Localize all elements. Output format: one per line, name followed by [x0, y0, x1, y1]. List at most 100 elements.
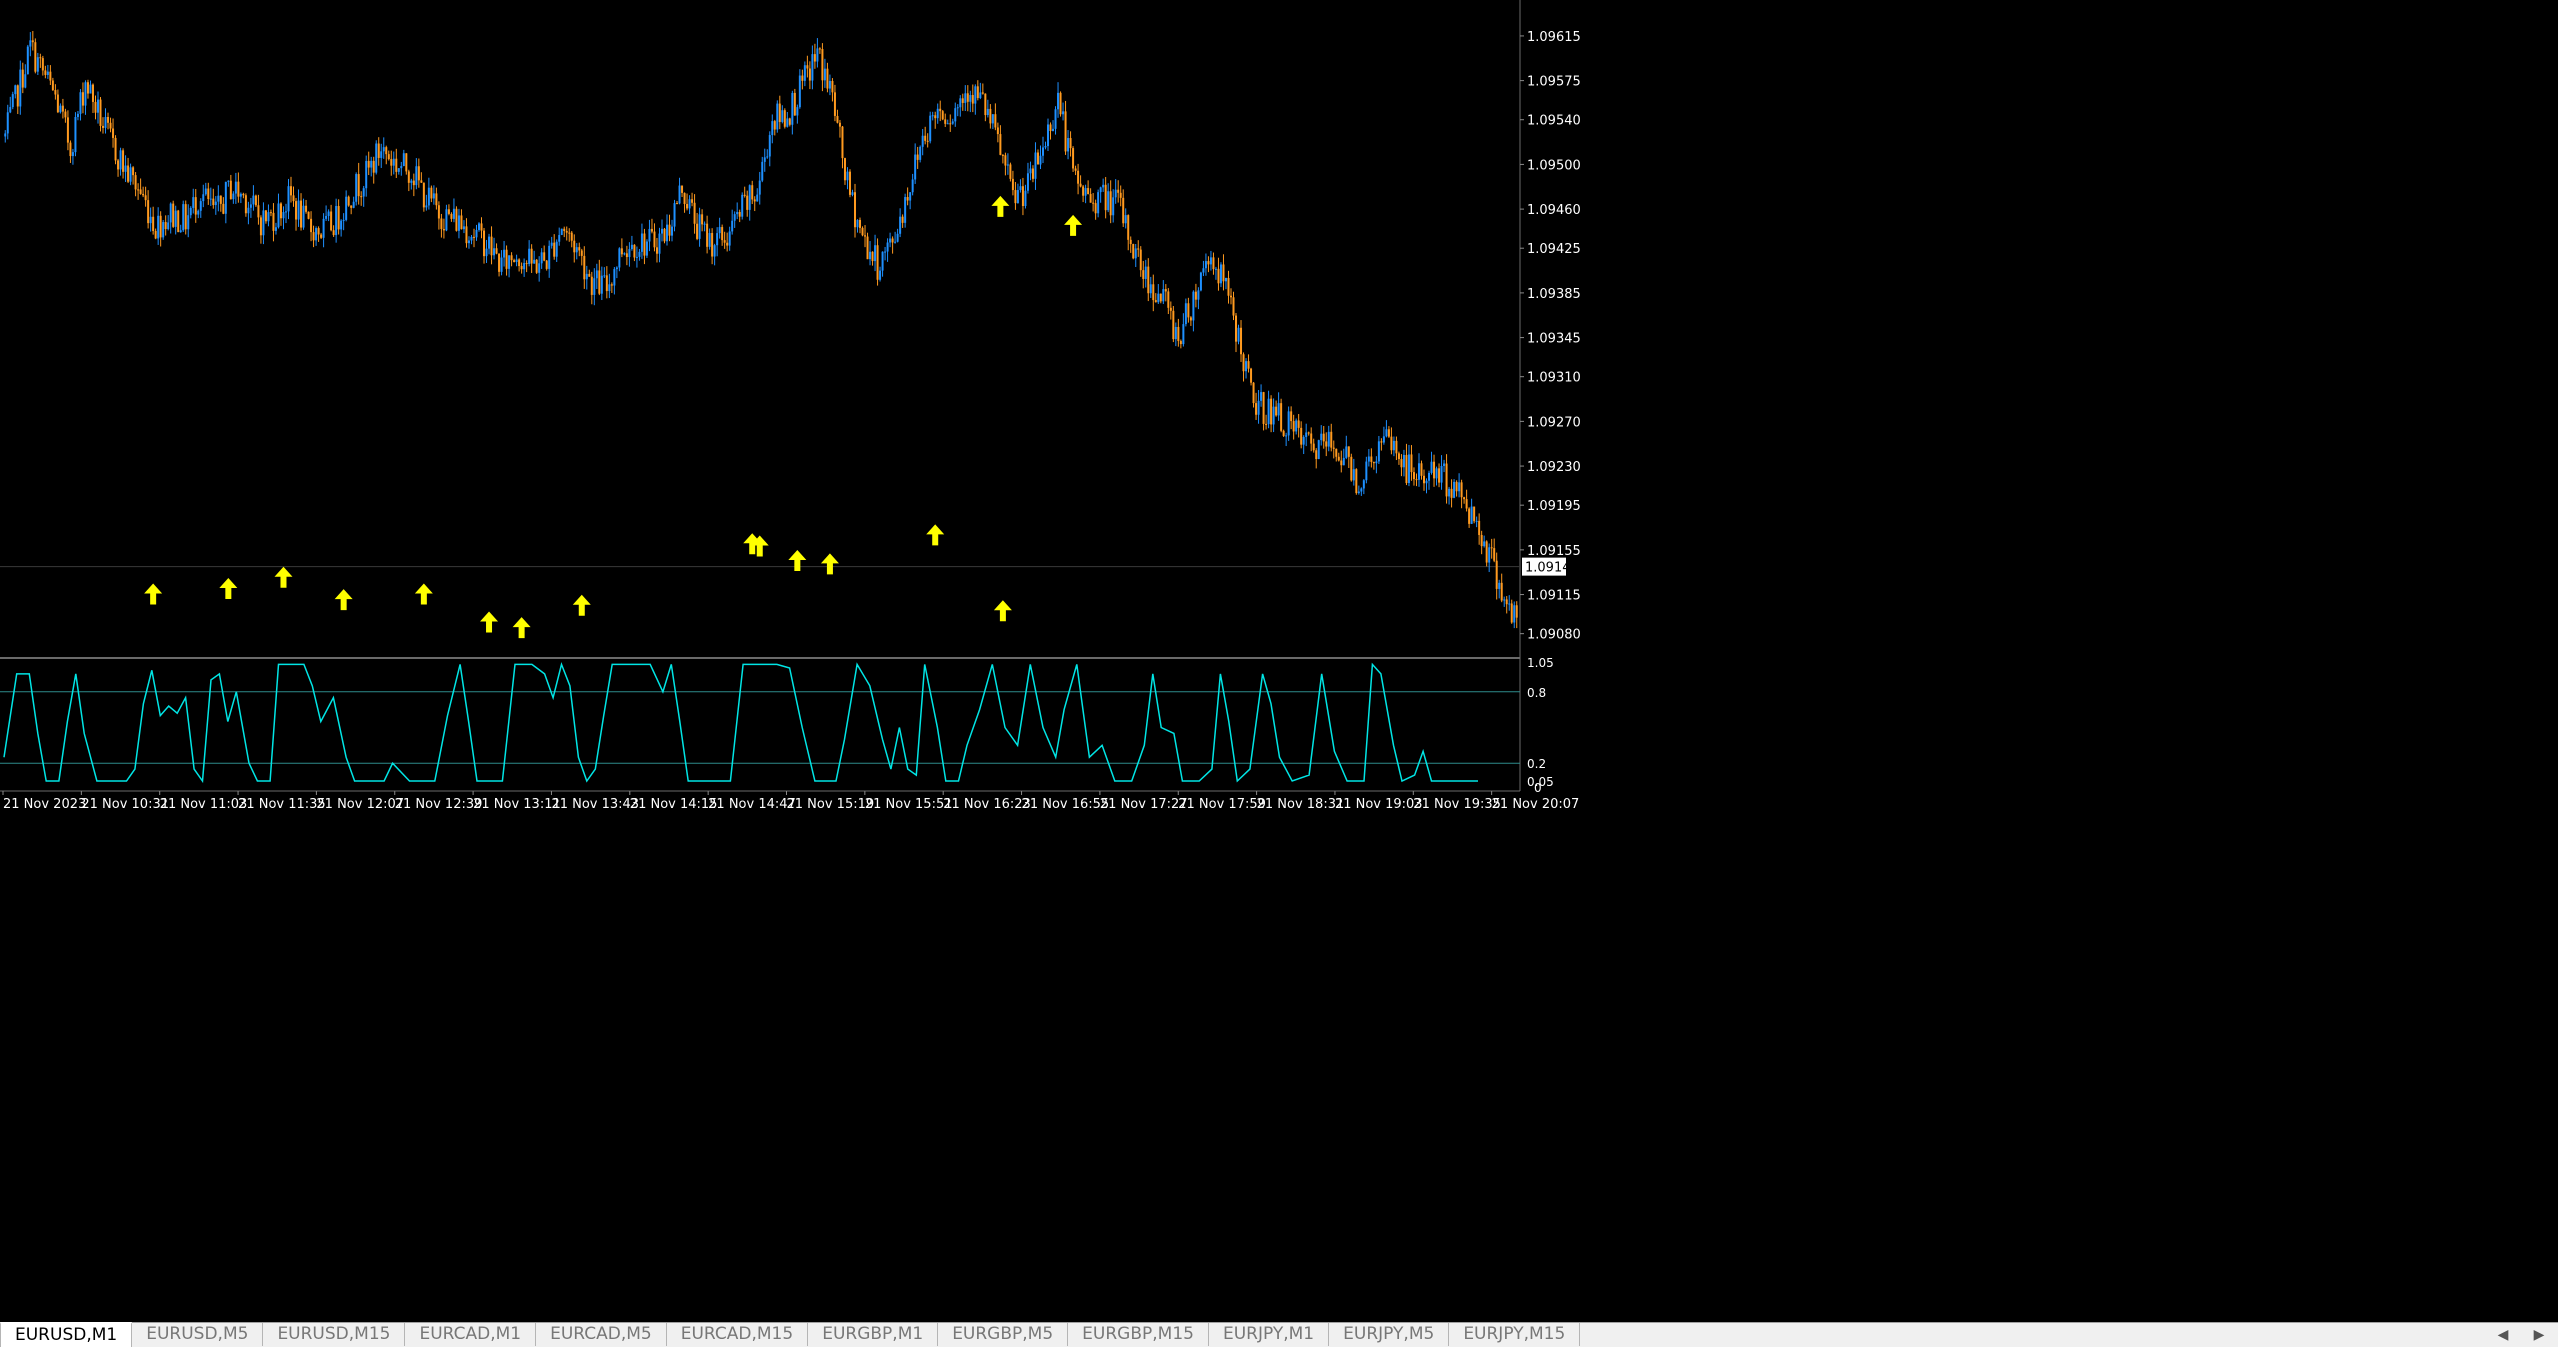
- candle: [580, 248, 583, 266]
- candle-body: [417, 166, 420, 181]
- candle-body: [1149, 284, 1152, 294]
- candle-body: [1350, 456, 1353, 481]
- candle: [553, 234, 556, 260]
- candle: [327, 209, 330, 222]
- candle-body: [1164, 289, 1167, 292]
- candle-body: [330, 211, 333, 231]
- candle: [1320, 425, 1323, 446]
- candle-body: [1488, 547, 1491, 563]
- tab-eurgbp-m5[interactable]: EURGBP,M5: [938, 1323, 1069, 1346]
- candle: [290, 176, 293, 203]
- tab-eurcad-m1[interactable]: EURCAD,M1: [405, 1323, 537, 1346]
- candle-body: [1252, 382, 1255, 404]
- candle: [86, 79, 89, 99]
- candle: [352, 196, 355, 209]
- candle: [320, 232, 323, 240]
- candle-body: [455, 208, 458, 231]
- candle: [831, 78, 834, 102]
- candle: [4, 130, 7, 143]
- candle: [1287, 406, 1290, 441]
- candle-body: [61, 105, 64, 112]
- candle-body: [718, 227, 721, 234]
- candle: [257, 194, 260, 225]
- candle: [279, 202, 282, 226]
- candle: [979, 82, 982, 100]
- candle: [182, 200, 185, 232]
- candle-body: [1260, 392, 1263, 401]
- candle-body: [856, 219, 859, 228]
- candle: [172, 200, 175, 228]
- candle: [1367, 449, 1370, 467]
- candle-body: [26, 46, 29, 75]
- candle-body: [332, 230, 335, 236]
- candle-body: [871, 251, 874, 262]
- tab-eurgbp-m15[interactable]: EURGBP,M15: [1068, 1323, 1209, 1346]
- up-arrow-icon: [820, 553, 839, 575]
- candle: [435, 187, 438, 210]
- candle-body: [1009, 164, 1012, 179]
- candle: [122, 148, 125, 179]
- candle-body: [144, 195, 147, 201]
- candle: [1385, 420, 1388, 438]
- tab-eurcad-m5[interactable]: EURCAD,M5: [536, 1323, 667, 1346]
- candle-body: [678, 185, 681, 204]
- candle-body: [713, 245, 716, 257]
- candle-body: [703, 223, 706, 225]
- candle: [297, 189, 300, 227]
- candle-body: [966, 93, 969, 102]
- candle-body: [1147, 266, 1150, 294]
- tab-eurjpy-m5[interactable]: EURJPY,M5: [1329, 1323, 1450, 1346]
- tabs-scroll-right-button[interactable]: ▶: [2522, 1323, 2556, 1347]
- candle: [676, 200, 679, 205]
- candle-body: [1127, 215, 1130, 240]
- candle-body: [886, 242, 889, 252]
- candle: [864, 225, 867, 248]
- candle: [1229, 288, 1232, 305]
- candle: [638, 249, 641, 261]
- candle: [853, 183, 857, 238]
- candle: [412, 173, 415, 197]
- candle-body: [4, 133, 7, 137]
- candle-body: [683, 192, 686, 204]
- candle: [1011, 170, 1014, 196]
- candle-body: [274, 227, 277, 231]
- candle: [593, 268, 596, 306]
- tab-eurcad-m15[interactable]: EURCAD,M15: [667, 1323, 809, 1346]
- candle: [287, 178, 290, 220]
- tabs-scroll-left-button[interactable]: ◀: [2486, 1323, 2520, 1347]
- tab-eurusd-m5[interactable]: EURUSD,M5: [132, 1323, 264, 1346]
- candle: [1019, 179, 1022, 193]
- candle: [951, 118, 954, 125]
- candle: [224, 181, 227, 224]
- candle: [726, 232, 729, 252]
- tab-eurjpy-m15[interactable]: EURJPY,M15: [1449, 1323, 1581, 1346]
- candle: [538, 256, 541, 282]
- candle: [1189, 316, 1192, 326]
- candle: [36, 52, 39, 76]
- tab-eurusd-m1[interactable]: EURUSD,M1: [0, 1322, 133, 1347]
- candle: [94, 95, 97, 120]
- candle: [954, 102, 957, 127]
- candle: [736, 202, 739, 220]
- tab-eurjpy-m1[interactable]: EURJPY,M1: [1209, 1323, 1330, 1346]
- tab-eurusd-m15[interactable]: EURUSD,M15: [263, 1323, 406, 1346]
- tab-eurgbp-m1[interactable]: EURGBP,M1: [808, 1323, 939, 1346]
- candle-body: [1024, 190, 1027, 207]
- candle: [144, 186, 147, 207]
- candle: [470, 234, 473, 245]
- candle-body: [761, 161, 764, 181]
- candle-body: [1021, 186, 1024, 207]
- candle: [242, 192, 245, 199]
- candle-body: [1184, 303, 1187, 325]
- candle: [1450, 479, 1453, 508]
- candle: [851, 189, 854, 197]
- candle-body: [728, 231, 731, 246]
- candle: [56, 89, 59, 114]
- candle-body: [535, 259, 538, 273]
- candle: [515, 254, 518, 267]
- candle: [1117, 180, 1120, 203]
- oscillator-axis-label: 0: [1534, 781, 1542, 795]
- candle-body: [643, 233, 646, 256]
- candle: [738, 209, 741, 223]
